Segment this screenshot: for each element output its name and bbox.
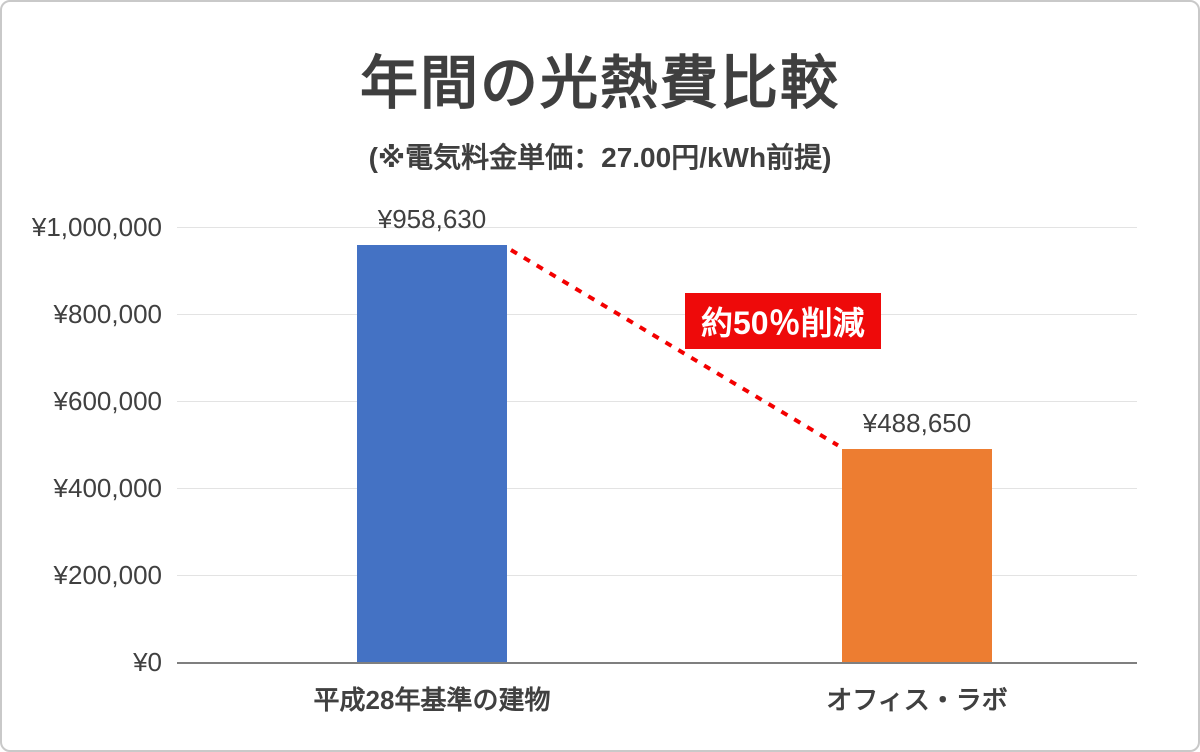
chart-subtitle: (※電気料金単価：27.00円/kWh前提) — [368, 142, 832, 173]
bar-heisei28-building — [357, 245, 507, 662]
bar-value-label: ¥488,650 — [862, 408, 972, 439]
reduction-badge: 約50％削減 — [685, 293, 881, 349]
gridline — [177, 575, 1137, 576]
bar-column-heisei28: ¥958,630 — [357, 204, 507, 662]
gridline — [177, 314, 1137, 315]
x-axis: 平成28年基準の建物 オフィス・ラボ — [177, 680, 1137, 720]
y-tick-label: ¥600,000 — [53, 386, 162, 416]
reduction-connector — [509, 248, 840, 448]
bar-column-office-lab: ¥488,650 — [842, 408, 992, 662]
gridline — [177, 401, 1137, 402]
chart-title: 年間の光熱費比較 — [359, 51, 840, 116]
plot-area: ¥958,630 ¥488,650 — [177, 204, 1137, 664]
bar-value-label: ¥958,630 — [377, 204, 487, 234]
y-tick-label: ¥1,000,000 — [31, 212, 162, 242]
bar-office-lab — [842, 449, 992, 662]
gridline — [177, 488, 1137, 489]
y-axis: ¥0 ¥200,000 ¥400,000 ¥600,000 ¥800,000 ¥1,000… — [22, 213, 162, 676]
gridline — [177, 227, 1137, 228]
x-axis-category-label: 平成28年基準の建物 — [313, 685, 551, 715]
y-tick-label: ¥800,000 — [53, 299, 162, 329]
y-tick-label: ¥200,000 — [53, 560, 162, 590]
x-axis-category-label: オフィス・ラボ — [826, 685, 1008, 715]
y-tick-label: ¥0 — [133, 647, 162, 677]
y-tick-label: ¥400,000 — [53, 473, 162, 503]
